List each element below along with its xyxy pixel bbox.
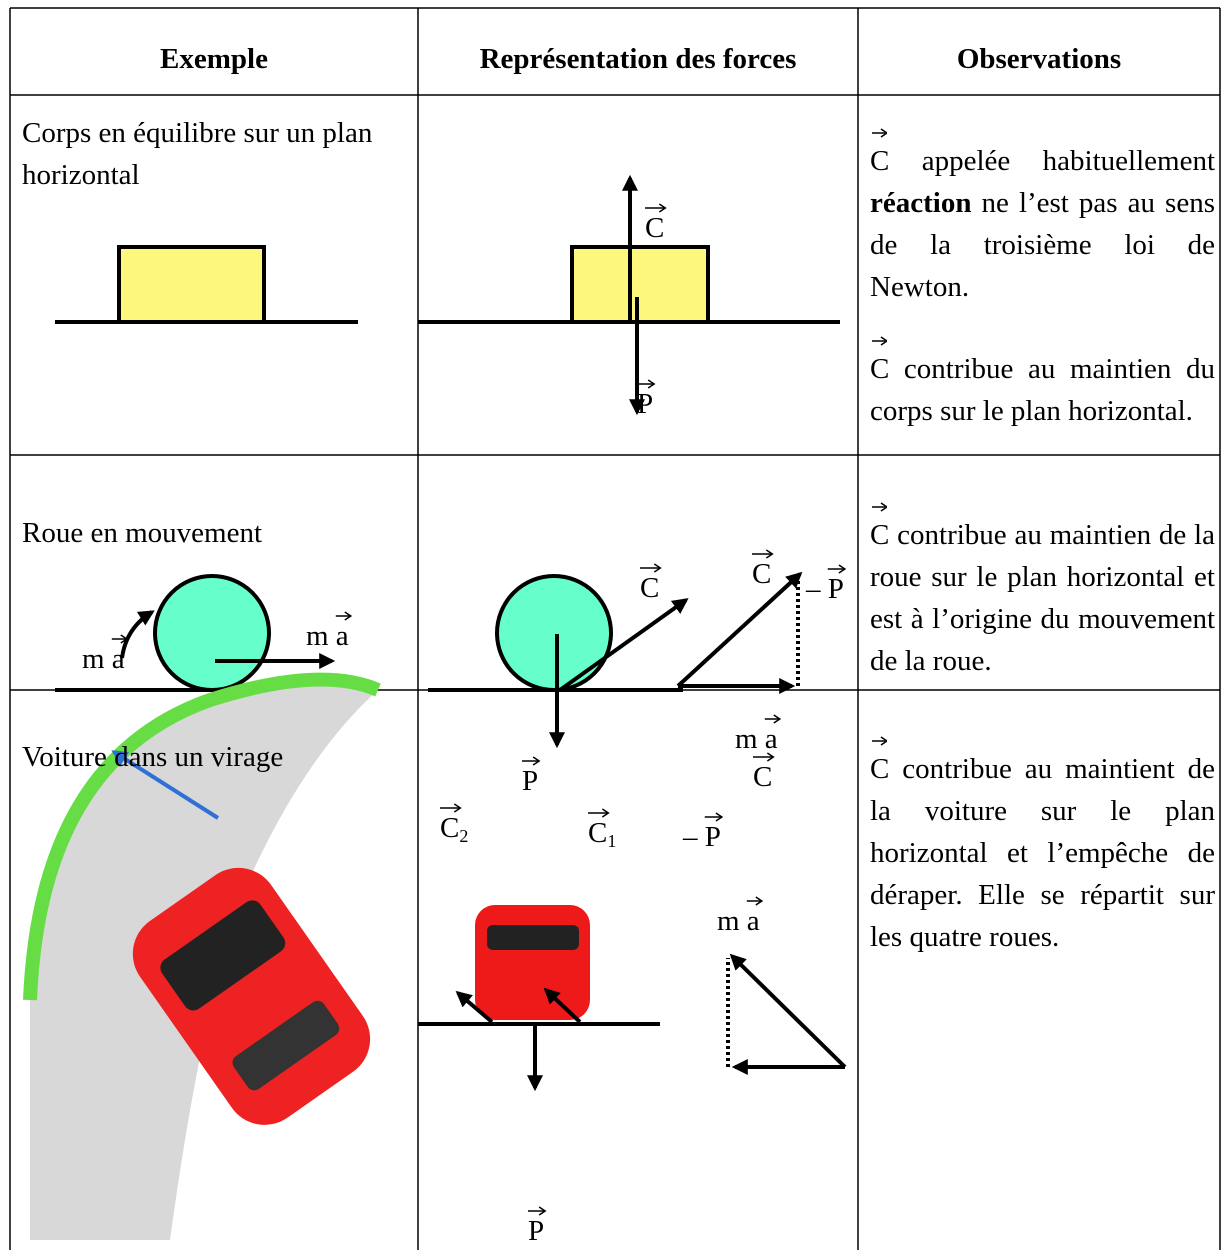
label-text: m a <box>82 643 125 675</box>
vector-symbol: C <box>870 336 889 390</box>
label-text: P <box>528 1215 544 1247</box>
text-run: appelée habituellement <box>889 145 1215 177</box>
label-text: – P <box>805 573 844 605</box>
vector-arrow <box>764 714 782 724</box>
row1-drawings <box>55 174 840 416</box>
label-text: C <box>753 761 772 793</box>
column-header: Représentation des forces <box>479 43 797 75</box>
vector-arrow <box>872 336 887 346</box>
label-text: – P <box>682 821 721 853</box>
vector-arrow <box>588 808 610 818</box>
vector-arrow <box>637 379 656 389</box>
label-text: C <box>640 572 659 604</box>
column-header: Observations <box>956 43 1122 75</box>
label-text: C <box>752 558 771 590</box>
label-subscript: 2 <box>459 826 468 846</box>
observations: C contribue au maintient de la voiture s… <box>870 736 1215 998</box>
vector-arrow <box>528 1206 547 1216</box>
vector-label: C <box>753 761 772 793</box>
bold-term: réaction <box>870 187 972 219</box>
vector-label: P <box>522 765 538 797</box>
vector-label: – P <box>805 573 844 605</box>
label-text: m a <box>717 905 760 937</box>
vector-arrow <box>752 549 774 559</box>
paragraph: C appelée habituellement réaction ne l’e… <box>870 128 1215 308</box>
vector-label: P <box>528 1215 544 1247</box>
vector-arrow <box>522 756 541 766</box>
vector-arrow <box>827 564 847 574</box>
paragraph: C contribue au maintient de la voiture s… <box>870 736 1215 958</box>
observations: C appelée habituellement réaction ne l’e… <box>870 128 1215 472</box>
vector-label: C1 <box>588 817 616 851</box>
label-text: m a <box>306 620 349 652</box>
vector-label: m a <box>82 643 125 675</box>
vector-arrow <box>872 736 887 746</box>
text-run: contribue au maintient de la voiture sur… <box>870 753 1215 953</box>
vector-arrow <box>640 563 662 573</box>
vector-label: C <box>645 212 664 244</box>
column-header: Exemple <box>160 43 268 75</box>
vector-arrow <box>872 128 887 138</box>
vector-arrow <box>440 803 462 813</box>
text-run: contribue au maintien de la roue sur le … <box>870 519 1215 677</box>
example-text: Corps en équilibre sur un plan horizonta… <box>22 117 373 191</box>
text-run: contribue au maintien du corps sur le pl… <box>870 353 1215 427</box>
label-text: P <box>637 388 653 420</box>
vector-arrow <box>645 203 667 213</box>
vector-arrow <box>753 752 775 762</box>
label-text: m a <box>735 723 778 755</box>
vector-symbol: C <box>870 128 889 182</box>
vector-symbol: C <box>870 736 889 790</box>
example-text: Roue en mouvement <box>22 517 263 549</box>
label-text: C <box>440 812 459 844</box>
paragraph: C contribue au maintien de la roue sur l… <box>870 502 1215 682</box>
vector-label: C <box>752 558 771 590</box>
vector-arrow <box>704 812 724 822</box>
label-text: C <box>645 212 664 244</box>
label-text: P <box>522 765 538 797</box>
example-text: Voiture dans un virage <box>22 741 284 773</box>
observations: C contribue au maintien de la roue sur l… <box>870 502 1215 722</box>
vector-arrow <box>872 502 887 512</box>
vector-label: – P <box>682 821 721 853</box>
label-text: C <box>588 817 607 849</box>
vector-label: m a <box>735 723 778 755</box>
vector-label: m a <box>306 620 349 652</box>
paragraph: C contribue au maintien du corps sur le … <box>870 336 1215 432</box>
vector-symbol: C <box>870 502 889 556</box>
vector-label: C <box>640 572 659 604</box>
text-run: ne l’est pas au sens de la troisième loi… <box>870 187 1215 303</box>
label-subscript: 1 <box>607 831 616 851</box>
vector-arrow <box>746 896 764 906</box>
row3-drawings <box>23 672 847 1240</box>
vector-arrow <box>111 634 129 644</box>
vector-label: C2 <box>440 812 468 846</box>
vector-label: m a <box>717 905 760 937</box>
vector-arrow <box>335 611 353 621</box>
vector-label: P <box>637 388 653 420</box>
